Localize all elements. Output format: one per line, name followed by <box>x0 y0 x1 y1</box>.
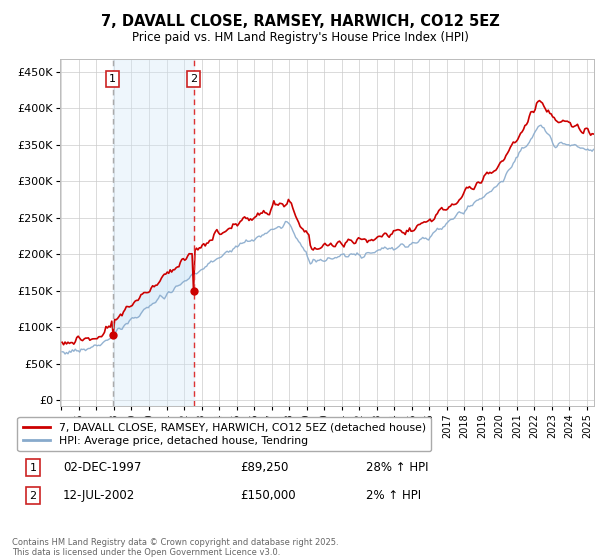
Bar <box>113 59 194 406</box>
Text: 02-DEC-1997: 02-DEC-1997 <box>63 461 142 474</box>
Text: £150,000: £150,000 <box>240 489 296 502</box>
Legend: 7, DAVALL CLOSE, RAMSEY, HARWICH, CO12 5EZ (detached house), HPI: Average price,: 7, DAVALL CLOSE, RAMSEY, HARWICH, CO12 5… <box>17 417 431 451</box>
Text: 1: 1 <box>29 463 37 473</box>
Text: £89,250: £89,250 <box>240 461 289 474</box>
Text: Price paid vs. HM Land Registry's House Price Index (HPI): Price paid vs. HM Land Registry's House … <box>131 31 469 44</box>
Text: Contains HM Land Registry data © Crown copyright and database right 2025.
This d: Contains HM Land Registry data © Crown c… <box>12 538 338 557</box>
Text: 7, DAVALL CLOSE, RAMSEY, HARWICH, CO12 5EZ: 7, DAVALL CLOSE, RAMSEY, HARWICH, CO12 5… <box>101 14 499 29</box>
Text: 2: 2 <box>29 491 37 501</box>
Text: 12-JUL-2002: 12-JUL-2002 <box>63 489 135 502</box>
Text: 2: 2 <box>190 74 197 84</box>
Text: 28% ↑ HPI: 28% ↑ HPI <box>366 461 428 474</box>
Text: 1: 1 <box>109 74 116 84</box>
Text: 2% ↑ HPI: 2% ↑ HPI <box>366 489 421 502</box>
